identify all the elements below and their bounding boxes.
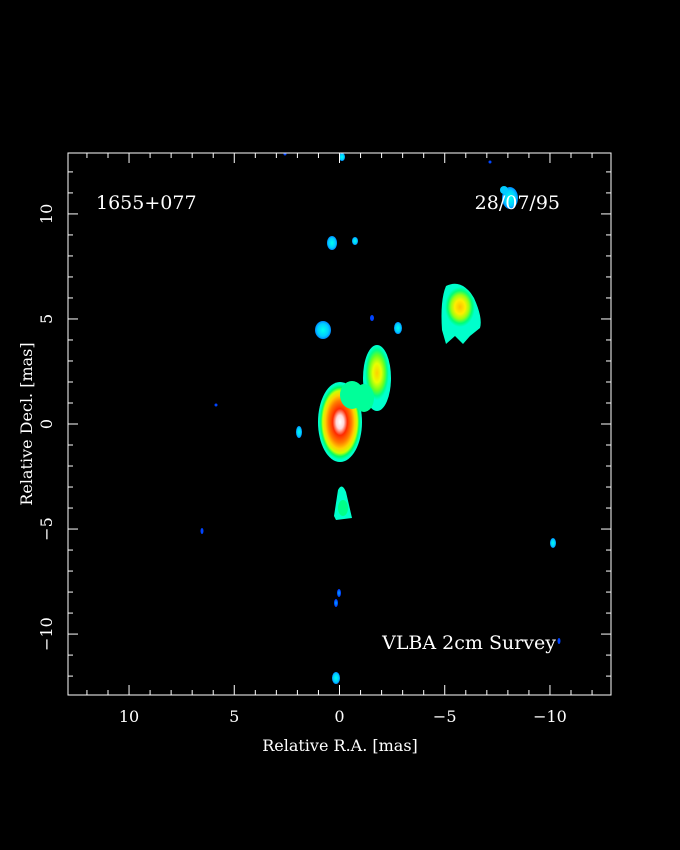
clump xyxy=(352,237,358,245)
y-axis-label: Relative Decl. [mas] xyxy=(17,342,36,505)
x-tick-label: −5 xyxy=(433,707,457,726)
x-tick-label: 10 xyxy=(119,707,139,726)
clump xyxy=(315,321,331,339)
core-component xyxy=(318,381,364,462)
x-tick-labels: 10 5 0 −5 −10 xyxy=(119,707,567,726)
jet-knot-inner xyxy=(354,345,391,412)
x-tick-label: 5 xyxy=(229,707,239,726)
y-tick-labels: 10 5 0 −5 −10 xyxy=(37,204,56,651)
source-label: 1655+077 xyxy=(96,192,197,214)
y-tick-label: 0 xyxy=(37,419,56,429)
y-tick-label: −10 xyxy=(37,617,56,651)
x-axis-label: Relative R.A. [mas] xyxy=(262,736,418,755)
x-tick-label: 0 xyxy=(334,707,344,726)
date-label: 28/07/95 xyxy=(475,192,560,214)
clump xyxy=(296,426,302,438)
emission-map xyxy=(200,152,561,684)
x-tick-label: −10 xyxy=(533,707,567,726)
survey-label: VLBA 2cm Survey xyxy=(381,632,556,654)
clump xyxy=(394,322,402,334)
jet-knot-outer xyxy=(441,283,481,344)
clump xyxy=(550,538,556,548)
clump xyxy=(332,672,340,684)
clump xyxy=(327,236,337,250)
y-tick-label: −5 xyxy=(37,517,56,541)
y-tick-label: 5 xyxy=(37,314,56,324)
axis-ticks xyxy=(68,153,611,695)
clump xyxy=(339,153,345,161)
y-tick-label: 10 xyxy=(37,204,56,224)
